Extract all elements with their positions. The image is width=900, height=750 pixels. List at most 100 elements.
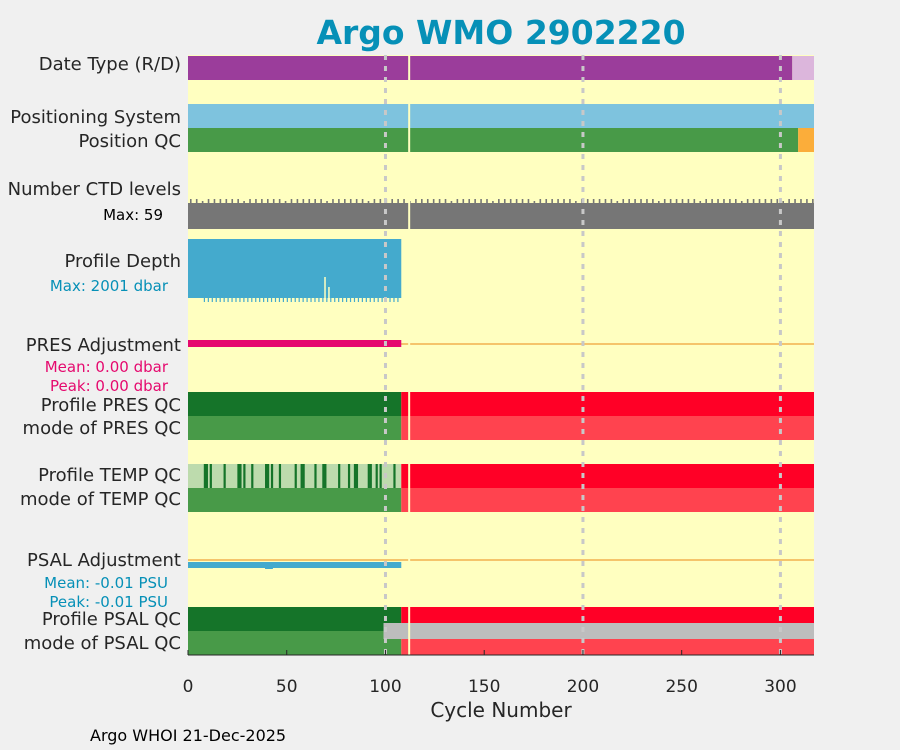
profile-depth-mark (259, 298, 261, 302)
profile-depth-mark (357, 298, 360, 302)
profile-depth-mark (381, 298, 383, 302)
ctd-level-mark (361, 199, 364, 203)
mode-temp-qc-label: mode of TEMP QC (20, 489, 181, 510)
tempqc-flag-mark (239, 464, 242, 488)
ctd-level-mark (557, 199, 559, 203)
profile-depth-mark (377, 298, 379, 302)
ctd-level-mark (705, 199, 707, 203)
profile-depth-mark (393, 298, 395, 302)
ctd-level-mark (332, 199, 334, 203)
ctd-level-mark (338, 199, 340, 203)
pres-adjustment-bar (188, 340, 402, 347)
tempqc-flag-mark (347, 464, 351, 488)
ctd-level-mark (515, 199, 518, 203)
ctd-level-mark (758, 199, 761, 203)
tempmode-segment (401, 488, 814, 512)
ctd-level-mark (545, 199, 548, 203)
ctd-level-mark (563, 199, 565, 203)
profile-depth-mark (251, 298, 253, 302)
ctd-level-mark (272, 199, 275, 203)
profile-depth-mark (338, 298, 340, 302)
x-tick-label: 150 (468, 677, 500, 697)
profile-depth-mark (274, 298, 277, 302)
profile-depth-mark (389, 298, 391, 302)
profile-depth-label: Profile Depth (64, 251, 181, 272)
ctd-level-mark (699, 201, 702, 205)
ctd-level-mark (391, 199, 394, 203)
tempqc-flag-mark (251, 464, 254, 488)
ctd-level-mark (261, 199, 263, 203)
row-labels: Date Type (R/D) Positioning System Positio… (8, 54, 181, 654)
ctd-level-mark (598, 199, 601, 203)
ctd-level-mark (776, 199, 779, 203)
profile-depth-gap (324, 277, 326, 302)
profile-depth-mark (263, 298, 265, 302)
ctd-level-mark (503, 199, 506, 203)
profile-depth-bar (188, 239, 402, 298)
possys-segment (188, 104, 814, 128)
ctd-level-mark (432, 199, 435, 203)
profile-depth-mark (255, 298, 257, 302)
ctd-level-mark (326, 201, 328, 205)
ctd-level-mark (415, 199, 417, 203)
profile-depth-mark (334, 298, 336, 302)
ctd-level-mark (498, 199, 500, 203)
ctd-level-mark (266, 199, 269, 203)
x-tick-label: 100 (369, 677, 401, 697)
ctd-level-mark (740, 201, 743, 205)
profile-pres-qc-label: Profile PRES QC (41, 395, 181, 416)
ctd-level-mark (367, 201, 370, 205)
tempqc-flag-mark (266, 464, 270, 488)
profile-temp-qc-label: Profile TEMP QC (38, 465, 181, 486)
ctd-level-mark (456, 199, 459, 203)
profile-depth-mark (310, 298, 312, 302)
ctd-level-mark (462, 199, 465, 203)
ctd-level-mark (237, 199, 239, 203)
profile-depth-mark (302, 298, 304, 302)
profile-depth-mark (373, 298, 375, 302)
ctd-level-mark (812, 199, 814, 203)
ctd-level-mark (610, 199, 613, 203)
tempqc-flag-mark (314, 464, 317, 488)
ctd-level-mark (527, 199, 530, 203)
tempqc-flag-mark (355, 464, 359, 488)
psal-adjustment-bar (188, 562, 402, 568)
tempmode-segment (188, 488, 402, 512)
profile-depth-mark (223, 298, 225, 302)
ctd-level-mark (569, 199, 571, 203)
profile-depth-mark (397, 298, 399, 302)
ctd-level-mark (403, 199, 405, 203)
profile-depth-mark (290, 298, 292, 302)
ctd-level-mark (800, 199, 802, 203)
pres-adjustment-label: PRES Adjustment (26, 335, 181, 356)
ctd-level-mark (628, 199, 630, 203)
ctd-level-mark (616, 201, 619, 205)
tempqc-flag-mark (393, 464, 396, 488)
date-segment (792, 56, 814, 80)
ctd-level-mark (284, 201, 287, 205)
psal-adjustment-peak: Peak: -0.01 PSU (49, 593, 168, 611)
psal-adjustment-label: PSAL Adjustment (27, 550, 181, 571)
ctd-level-mark (290, 199, 293, 203)
ctd-level-mark (681, 199, 684, 203)
tempqc-flag-mark (322, 464, 325, 488)
ctd-level-mark (480, 199, 482, 203)
x-axis: 0 50 100 150 200 250 300 (183, 650, 814, 697)
profile-depth-mark (330, 298, 332, 302)
x-tick-label: 200 (567, 677, 599, 697)
ctd-level-mark (373, 199, 376, 203)
profile-depth-mark (239, 298, 241, 302)
profile-depth-mark (345, 298, 348, 302)
profile-depth-mark (342, 298, 344, 302)
profile-depth-mark (235, 298, 237, 302)
ctd-level-mark (450, 201, 453, 205)
ctd-level-mark (231, 199, 234, 203)
profile-depth-mark (247, 298, 249, 302)
tempqc-segment (401, 464, 814, 488)
ctd-level-mark (539, 199, 542, 203)
tempqc-flag-mark (353, 464, 357, 488)
qc-rows (188, 56, 814, 655)
tempqc-flag-mark (203, 464, 206, 488)
ctd-level-mark (640, 199, 642, 203)
profile-psal-qc-label: Profile PSAL QC (42, 609, 181, 630)
